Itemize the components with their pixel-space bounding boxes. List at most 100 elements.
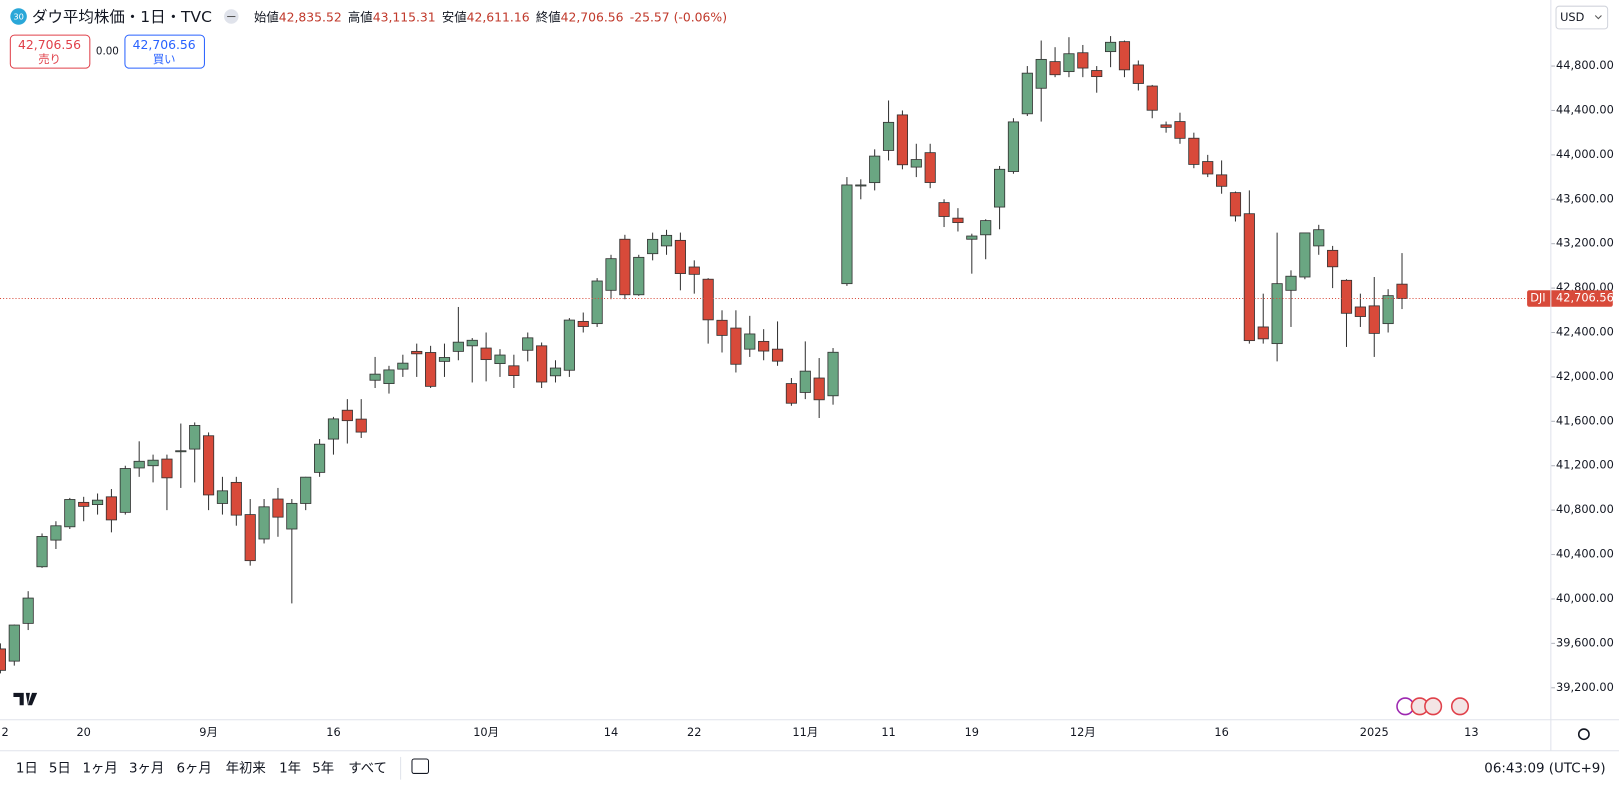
symbol-title[interactable]: ダウ平均株価・1日・TVC bbox=[32, 8, 212, 26]
candle-body bbox=[258, 506, 270, 540]
candle-body bbox=[896, 114, 909, 166]
x-tick-label: 12月 bbox=[1070, 725, 1096, 739]
buy-button[interactable] bbox=[124, 34, 205, 69]
candle-body bbox=[577, 320, 589, 327]
candle-body bbox=[591, 280, 603, 325]
candle-body bbox=[730, 327, 742, 365]
x-tick-label: 11 bbox=[881, 725, 895, 739]
candle-body bbox=[1299, 232, 1311, 278]
settings-icon[interactable] bbox=[1577, 728, 1590, 741]
range-button[interactable]: 1年 bbox=[279, 760, 301, 776]
candle-body bbox=[1340, 279, 1353, 314]
y-tick-label: 43,200.00 bbox=[1556, 236, 1614, 250]
candle-body bbox=[119, 468, 131, 513]
sell-price: 42,706.56 bbox=[18, 37, 81, 52]
candle-body bbox=[480, 347, 492, 361]
candle-body bbox=[244, 514, 256, 562]
candle-body bbox=[133, 460, 145, 469]
event-icon[interactable] bbox=[1424, 697, 1443, 716]
candle-body bbox=[189, 425, 201, 450]
candle-body bbox=[855, 184, 867, 187]
candle-body bbox=[1077, 52, 1089, 69]
sell-button[interactable] bbox=[9, 34, 91, 69]
candle-body bbox=[869, 155, 881, 184]
candle-body bbox=[536, 345, 548, 383]
candle-body bbox=[688, 266, 700, 275]
candle-body bbox=[78, 501, 90, 507]
candle-body bbox=[1007, 121, 1020, 172]
event-icon[interactable] bbox=[1450, 697, 1470, 716]
candle-body bbox=[549, 367, 562, 377]
buy-label: 買い bbox=[153, 52, 176, 66]
candle-body bbox=[702, 278, 714, 321]
candle-body bbox=[882, 121, 895, 151]
y-tick-label: 44,000.00 bbox=[1556, 147, 1614, 161]
candle-body bbox=[36, 536, 48, 568]
x-tick-label: 2 bbox=[2, 725, 9, 739]
candle-body bbox=[522, 337, 534, 351]
currency: USD bbox=[1560, 10, 1585, 24]
candle-body bbox=[1257, 326, 1269, 340]
candle-body bbox=[22, 597, 34, 624]
range-button[interactable]: すべて bbox=[348, 760, 387, 776]
x-tick-label: 9月 bbox=[199, 725, 218, 739]
x-tick-label: 19 bbox=[965, 725, 979, 739]
candle-body bbox=[1229, 192, 1242, 217]
candle-body bbox=[799, 370, 811, 393]
candle-body bbox=[1021, 72, 1033, 115]
x-tick-label: 2025 bbox=[1360, 725, 1389, 739]
x-tick-label: 16 bbox=[326, 725, 340, 739]
x-tick-label: 10月 bbox=[473, 725, 499, 739]
clock: 06:43:09 (UTC+9) bbox=[1484, 761, 1605, 776]
candle-body bbox=[341, 409, 353, 422]
candle-body bbox=[216, 490, 229, 504]
logo bbox=[13, 692, 38, 706]
candle-body bbox=[1313, 229, 1325, 247]
candle-body bbox=[938, 202, 950, 217]
candle-body bbox=[286, 502, 298, 530]
candle-body bbox=[605, 258, 617, 291]
range-button[interactable]: 5日 bbox=[49, 761, 71, 776]
candle-body bbox=[8, 624, 20, 662]
candle-body bbox=[1327, 249, 1339, 268]
range-button[interactable]: 年初来 bbox=[226, 760, 266, 776]
candle-body bbox=[369, 373, 381, 381]
currency-button[interactable] bbox=[1555, 5, 1609, 30]
x-tick-label: 20 bbox=[76, 725, 90, 739]
candle-body bbox=[327, 418, 340, 440]
range-toolbar: 1日 5日 1ヶ月 3ヶ月 6ヶ月 年初来 1年 5年 すべて bbox=[16, 760, 387, 776]
ohlc-value: 42,611.16 bbox=[467, 9, 530, 24]
range-button[interactable]: 1日 bbox=[16, 761, 38, 776]
price-tag-label: 42,706.56 bbox=[1556, 290, 1614, 304]
candle-body bbox=[300, 476, 312, 504]
y-tick-label: 40,800.00 bbox=[1556, 502, 1614, 516]
range-button[interactable]: 1ヶ月 bbox=[82, 761, 117, 776]
candle-body bbox=[1216, 174, 1228, 187]
candle-body bbox=[827, 351, 839, 397]
candle-body bbox=[1271, 283, 1283, 345]
range-button[interactable]: 3ヶ月 bbox=[129, 761, 164, 776]
candle-body bbox=[1049, 61, 1061, 76]
candle-body bbox=[1354, 306, 1366, 317]
candle-body bbox=[633, 256, 645, 296]
candle-body bbox=[674, 239, 686, 274]
candle-body bbox=[383, 369, 395, 384]
range-button[interactable]: 6ヶ月 bbox=[176, 761, 211, 776]
candle-body bbox=[924, 152, 936, 183]
candle-body bbox=[508, 365, 520, 376]
date-range-icon[interactable] bbox=[411, 758, 430, 774]
candle-body bbox=[1146, 85, 1158, 111]
candle-body bbox=[563, 319, 575, 371]
candle-body bbox=[91, 499, 104, 506]
candle-body bbox=[966, 235, 978, 240]
ohlc-legend: 始値42,835.52 高値43,115.31 安値42,611.16 終値42,70… bbox=[254, 9, 727, 24]
candle-body bbox=[952, 217, 964, 224]
candle-body bbox=[1118, 41, 1131, 71]
candle-body bbox=[1105, 41, 1117, 53]
range-button[interactable]: 5年 bbox=[312, 760, 334, 776]
candle-body bbox=[1188, 137, 1200, 165]
buy-price: 42,706.56 bbox=[133, 37, 196, 52]
spread: 0.00 bbox=[96, 46, 119, 58]
ohlc-label: 終値 bbox=[536, 9, 561, 24]
